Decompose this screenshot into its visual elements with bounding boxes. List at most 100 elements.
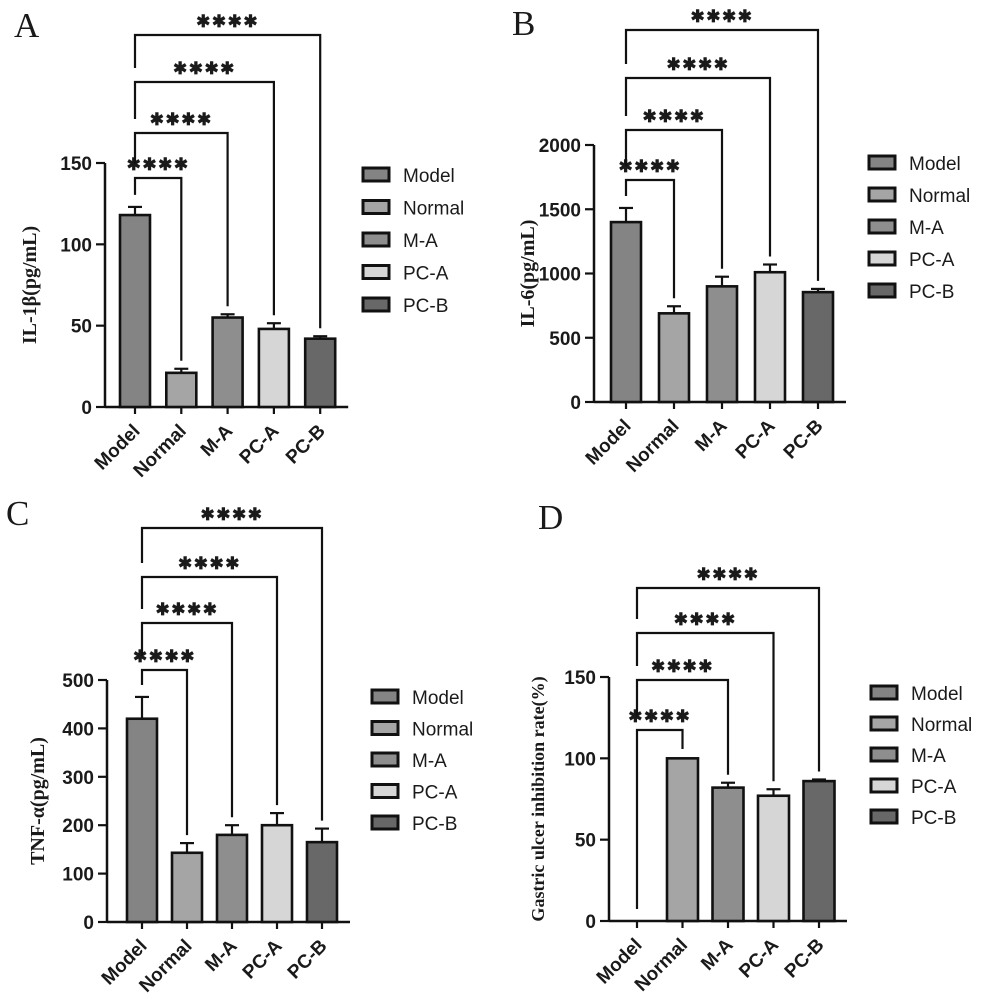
bar-pc-a [257, 327, 291, 409]
significance-bracket [635, 586, 821, 772]
y-axis-title: TNF-α(pg/mL) [27, 737, 49, 865]
x-category-label: M-A [691, 415, 731, 455]
legend-label-normal: Normal [911, 715, 972, 736]
y-tick-label: 2000 [539, 136, 581, 157]
legend-swatch-m-a [867, 218, 897, 235]
y-tick-label: 200 [62, 816, 94, 837]
significance-bracket [140, 621, 234, 818]
y-axis-title: Gastric ulcer inhibition rate(%) [528, 676, 549, 921]
significance-bracket [635, 728, 684, 909]
legend-swatch-pc-b [867, 282, 897, 299]
y-tick-label: 50 [575, 831, 596, 852]
legend-label-model: Model [911, 684, 963, 705]
significance-stars: ✱✱✱✱ [127, 155, 190, 174]
legend-label-pc-b: PC-B [412, 814, 457, 835]
legend-swatch-model [361, 166, 391, 183]
legend-swatch-pc-b [869, 808, 899, 825]
significance-stars: ✱✱✱✱ [156, 600, 219, 619]
legend-swatch-pc-a [867, 250, 897, 267]
significance-bracket [624, 128, 724, 269]
significance-stars: ✱✱✱✱ [178, 554, 241, 573]
y-tick-label: 500 [62, 671, 94, 692]
panel-c-bar-chart: 0 100 200 300 400 500 TNF-α(pg/mL) Model Normal M… [27, 505, 473, 997]
significance-stars: ✱✱✱✱ [150, 110, 213, 129]
bar-pc-a [753, 270, 787, 404]
y-tick-label: 0 [83, 913, 94, 934]
significance-stars: ✱✱✱✱ [651, 657, 714, 676]
legend-swatch-normal [370, 720, 400, 736]
significance-bracket [140, 668, 189, 836]
bar-m-a [705, 285, 739, 404]
bar-m-a [215, 833, 249, 924]
significance-stars: ✱✱✱✱ [619, 157, 682, 176]
significance-bracket [624, 178, 676, 299]
y-tick-label: 1500 [539, 200, 581, 221]
y-tick-label: 0 [81, 398, 92, 419]
panel-letter-a: A [14, 6, 40, 45]
legend-label-pc-a: PC-A [909, 250, 955, 271]
x-category-label: M-A [197, 420, 237, 460]
legend-label-m-a: M-A [412, 751, 447, 772]
bar-model [125, 717, 159, 924]
bar-pc-a [260, 823, 294, 924]
legend-swatch-m-a [361, 231, 391, 248]
y-axis-title: IL-6(pg/mL) [517, 220, 539, 328]
legend-label-model: Model [412, 688, 464, 709]
legend-label-model: Model [909, 154, 961, 175]
significance-stars: ✱✱✱✱ [667, 55, 730, 74]
panel-letter-c: C [6, 494, 30, 533]
y-tick-label: 150 [60, 154, 92, 175]
significance-stars: ✱✱✱✱ [691, 7, 754, 26]
y-tick-label: 100 [62, 865, 94, 886]
legend-label-m-a: M-A [403, 231, 438, 252]
y-tick-label: 500 [549, 329, 581, 350]
legend-swatch-m-a [370, 751, 400, 768]
legend-swatch-model [869, 684, 899, 701]
x-category-label: PC-A [239, 935, 287, 983]
bar-normal [165, 371, 198, 409]
legend-label-pc-b: PC-B [403, 296, 448, 317]
legend-label-m-a: M-A [909, 218, 944, 239]
significance-bracket [133, 131, 229, 307]
panel-letter-b: B [512, 4, 536, 43]
x-category-label: PC-B [780, 416, 828, 464]
significance-stars: ✱✱✱✱ [196, 12, 259, 31]
x-category-label: Normal [622, 416, 683, 477]
significance-stars: ✱✱✱✱ [674, 610, 737, 629]
legend-swatch-pc-a [361, 264, 391, 280]
panel-b: 0 500 1000 1500 2000 IL-6(pg/mL) Model Normal M-… [494, 0, 988, 500]
bar-pc-b [305, 840, 339, 924]
y-tick-label: 0 [585, 912, 596, 933]
legend-label-normal: Normal [909, 186, 970, 207]
bar-normal [170, 851, 204, 924]
x-category-label: PC-A [236, 420, 284, 468]
bar-model [609, 220, 643, 404]
legend-label-pc-b: PC-B [911, 808, 956, 829]
legend-swatch-pc-a [370, 783, 400, 799]
legend-label-pc-a: PC-A [911, 777, 957, 798]
legend-swatch-model [867, 154, 897, 171]
significance-bracket [140, 526, 324, 821]
legend-label-normal: Normal [412, 720, 473, 741]
legend-label-pc-a: PC-A [403, 264, 449, 285]
significance-stars: ✱✱✱✱ [628, 707, 691, 726]
x-category-label: M-A [697, 934, 737, 974]
y-tick-label: 150 [564, 668, 596, 689]
legend-swatch-normal [867, 186, 897, 203]
significance-stars: ✱✱✱✱ [697, 565, 760, 584]
x-category-label: PC-B [284, 936, 332, 984]
significance-bracket [133, 80, 275, 316]
legend-label-pc-a: PC-A [412, 783, 458, 804]
legend-swatch-m-a [869, 746, 899, 763]
bar-model [118, 213, 152, 409]
significance-stars: ✱✱✱✱ [201, 505, 264, 524]
panel-letter-d: D [538, 498, 564, 537]
legend-swatch-normal [361, 199, 391, 215]
significance-bracket [635, 631, 775, 782]
bar-normal [657, 312, 691, 404]
y-tick-label: 100 [60, 235, 92, 256]
x-category-label: PC-B [282, 421, 330, 469]
x-category-label: PC-A [735, 934, 783, 982]
significance-stars: ✱✱✱✱ [173, 59, 236, 78]
